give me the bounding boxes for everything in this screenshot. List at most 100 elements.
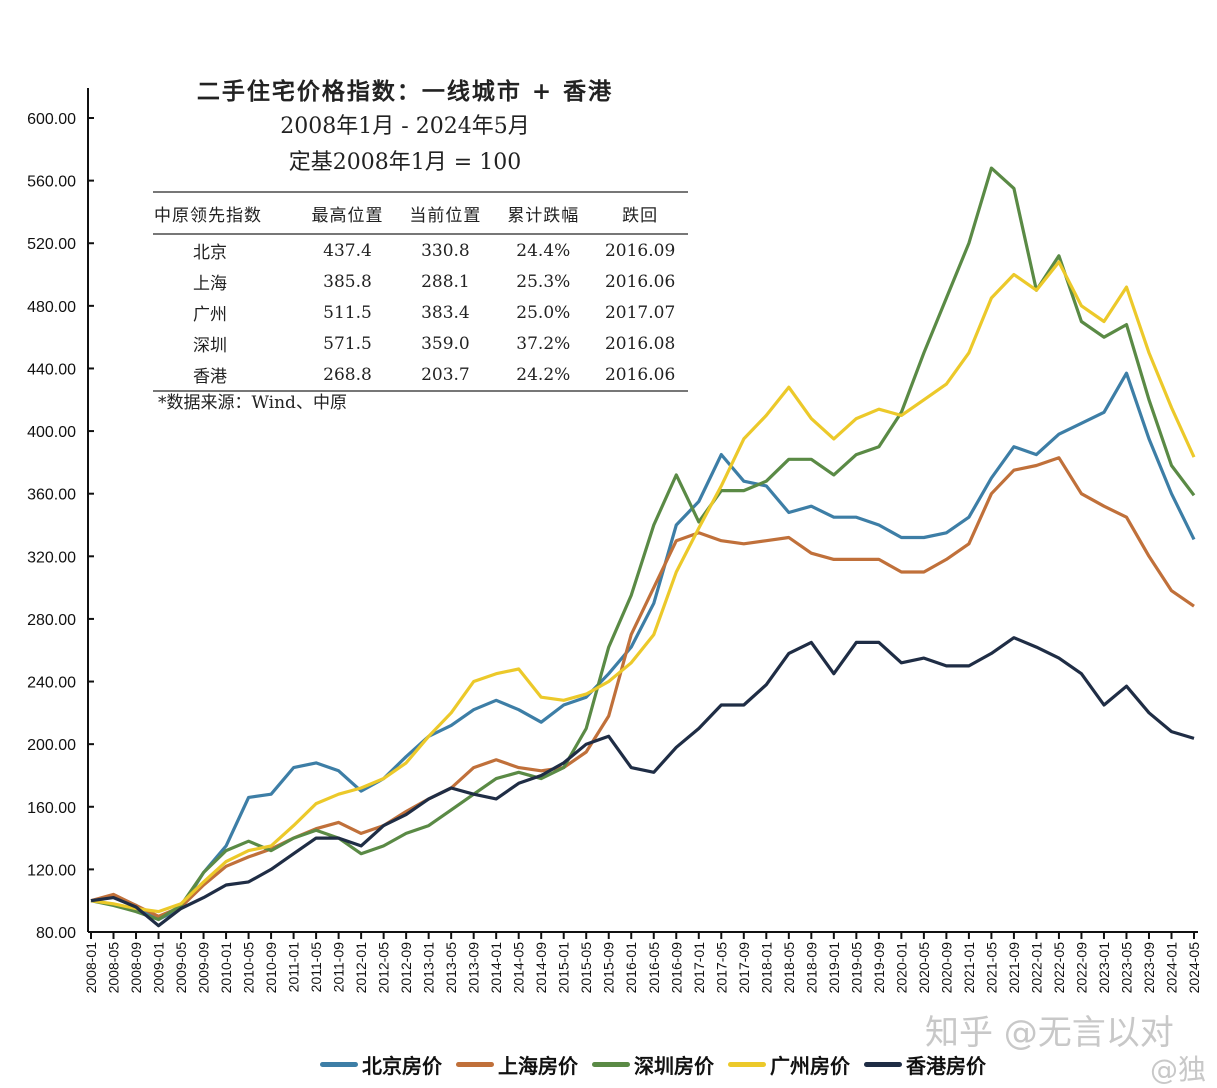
y-tick-label: 480.00	[27, 299, 76, 316]
series-line-广州房价	[90, 260, 1196, 914]
legend-swatch	[456, 1062, 494, 1067]
table-cell: 268.8	[298, 359, 397, 392]
data-source-note: *数据来源：Wind、中原	[158, 393, 347, 413]
x-tick-label: 2008-05	[106, 942, 122, 994]
x-tick-label: 2014-05	[511, 942, 527, 994]
legend-swatch	[864, 1062, 902, 1067]
y-tick-label: 520.00	[27, 236, 76, 253]
x-tick-label: 2018-09	[803, 942, 819, 994]
table-cell: 广州	[193, 305, 227, 325]
legend-label: 上海房价	[498, 1054, 578, 1078]
x-tick-label: 2008-01	[83, 942, 99, 994]
x-tick-label: 2020-09	[938, 942, 954, 994]
table-row: 北京 437.4 330.8 24.4% 2016.09	[153, 234, 688, 266]
x-tick-label: 2015-01	[556, 942, 572, 994]
table-cell: 437.4	[323, 240, 372, 261]
x-tick-label: 2020-01	[893, 942, 909, 994]
header-current: 当前位置	[396, 191, 495, 235]
x-tick-label: 2009-01	[151, 942, 167, 994]
y-tick-label: 440.00	[27, 361, 76, 378]
x-tick-label: 2009-09	[196, 942, 212, 994]
y-tick-label: 240.00	[27, 675, 76, 692]
table-row: 深圳 571.5 359.0 37.2% 2016.08	[153, 328, 688, 359]
watermark-weibo: @独	[1150, 1053, 1207, 1086]
x-tick-label: 2024-05	[1186, 942, 1202, 994]
x-tick-label: 2011-09	[331, 942, 347, 993]
chart-title: 二手住宅价格指数：一线城市 + 香港	[196, 78, 614, 105]
header-index: 中原领先指数	[153, 191, 299, 235]
legend-item: 深圳房价	[592, 1050, 714, 1079]
header-peak: 最高位置	[298, 191, 397, 235]
table-cell: 288.1	[421, 271, 470, 292]
x-tick-label: 2011-05	[308, 942, 324, 993]
x-tick-label: 2019-01	[826, 942, 842, 994]
legend-swatch	[728, 1062, 766, 1067]
legend-item: 广州房价	[728, 1050, 850, 1079]
table-cell: 2016.08	[604, 333, 676, 354]
x-tick-label: 2024-01	[1163, 942, 1179, 994]
x-tick-label: 2013-01	[421, 942, 437, 994]
x-tick-label: 2010-09	[263, 942, 279, 994]
x-tick-label: 2017-05	[713, 942, 729, 994]
x-tick-label: 2016-01	[623, 942, 639, 994]
x-tick-label: 2023-05	[1118, 942, 1134, 994]
table-cell: 2016.06	[592, 359, 688, 392]
table-cell: 深圳	[193, 336, 227, 356]
summary-table: 中原领先指数 最高位置 当前位置 累计跌幅 跌回 北京 437.4 330.8 24.…	[153, 191, 688, 392]
legend-label: 广州房价	[770, 1054, 850, 1078]
x-tick-label: 2018-01	[758, 942, 774, 994]
x-tick-label: 2023-09	[1141, 942, 1157, 994]
table-cell: 203.7	[396, 359, 495, 392]
x-tick-label: 2023-01	[1096, 942, 1112, 994]
chart-subtitle-period: 2008年1月 - 2024年5月	[280, 114, 530, 139]
y-tick-label: 120.00	[27, 862, 76, 879]
x-tick-label: 2016-09	[668, 942, 684, 994]
table-cell: 2016.09	[604, 240, 676, 261]
header-back-to: 跌回	[592, 191, 688, 235]
table-cell: 2017.07	[604, 302, 676, 323]
x-tick-label: 2015-05	[578, 942, 594, 994]
legend-label: 香港房价	[906, 1054, 986, 1078]
y-tick-label: 160.00	[27, 800, 76, 817]
series-line-北京房价	[90, 371, 1196, 922]
x-tick-label: 2016-05	[646, 942, 662, 994]
y-tick-label: 280.00	[27, 612, 76, 629]
table-cell: 北京	[193, 243, 227, 263]
x-tick-label: 2015-09	[601, 942, 617, 994]
table-cell: 330.8	[421, 240, 470, 261]
y-tick-label: 200.00	[27, 737, 76, 754]
y-tick-label: 360.00	[27, 487, 76, 504]
x-tick-label: 2019-05	[848, 942, 864, 994]
x-tick-label: 2012-09	[398, 942, 414, 994]
x-tick-label: 2013-05	[443, 942, 459, 994]
y-tick-label: 400.00	[27, 424, 76, 441]
table-cell: 385.8	[323, 271, 372, 292]
x-tick-label: 2010-01	[218, 942, 234, 994]
table-cell: 24.2%	[494, 359, 593, 392]
x-tick-label: 2017-01	[691, 942, 707, 994]
legend: 北京房价 上海房价 深圳房价 广州房价 香港房价	[320, 1050, 986, 1079]
x-tick-label: 2021-01	[961, 942, 977, 994]
table-cell: 24.4%	[516, 240, 571, 261]
table-cell: 571.5	[323, 333, 372, 354]
y-tick-label: 560.00	[27, 174, 76, 191]
y-tick-label: 80.00	[36, 925, 76, 942]
legend-label: 北京房价	[362, 1054, 442, 1078]
x-tick-label: 2011-01	[286, 942, 302, 993]
axes: 80.00 120.00 160.00 200.00 240.00 280.00 320.0…	[27, 88, 1202, 993]
table-cell: 37.2%	[516, 333, 571, 354]
x-tick-label: 2014-09	[533, 942, 549, 994]
legend-item: 香港房价	[864, 1050, 986, 1079]
x-tick-label: 2012-01	[353, 942, 369, 994]
y-tick-label: 600.00	[27, 111, 76, 128]
table-cell: 383.4	[421, 302, 470, 323]
table-header-row: 中原领先指数 最高位置 当前位置 累计跌幅 跌回	[153, 191, 688, 235]
table-cell: 25.3%	[516, 271, 571, 292]
series-line-香港房价	[90, 636, 1195, 928]
x-tick-label: 2017-09	[736, 942, 752, 994]
table-cell: 359.0	[421, 333, 470, 354]
watermark-zhihu: 知乎 @无言以对	[925, 1013, 1174, 1053]
table-cell: 511.5	[323, 302, 372, 323]
x-tick-label: 2012-05	[376, 942, 392, 994]
